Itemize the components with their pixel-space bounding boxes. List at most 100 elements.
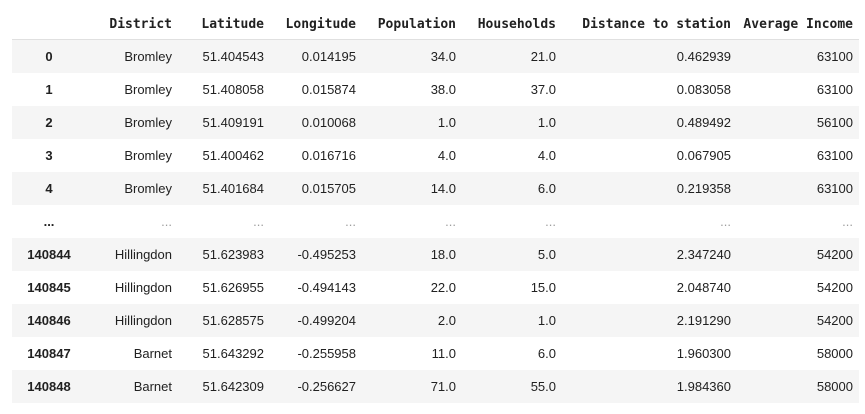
row-index: 140846 [27, 312, 71, 328]
row-index: 140847 [27, 345, 71, 361]
row-index: 140845 [27, 279, 71, 295]
cell-distance-to-station: ... [720, 213, 731, 229]
cell-households: 6.0 [537, 345, 556, 361]
cell-latitude: 51.628575 [202, 312, 264, 328]
cell-distance-to-station: 0.083058 [676, 81, 731, 97]
cell-households: 55.0 [530, 378, 556, 394]
cell-average-income: ... [842, 213, 853, 229]
column-header-distance-to-station: Distance to station [562, 9, 737, 40]
cell-district: Bromley [124, 147, 172, 163]
cell-latitude: 51.408058 [202, 81, 264, 97]
dataframe-output: District Latitude Longitude Population H… [12, 9, 859, 403]
cell-longitude: -0.255958 [297, 345, 356, 361]
cell-population: 18.0 [430, 246, 456, 262]
cell-households: 21.0 [530, 48, 556, 64]
cell-population: 4.0 [437, 147, 456, 163]
cell-latitude: 51.623983 [202, 246, 264, 262]
cell-population: 2.0 [437, 312, 456, 328]
cell-average-income: 54200 [816, 312, 853, 328]
cell-households: ... [545, 213, 556, 229]
cell-longitude: 0.010068 [301, 114, 356, 130]
cell-population: 14.0 [430, 180, 456, 196]
cell-district: Barnet [133, 378, 172, 394]
cell-distance-to-station: 2.347240 [676, 246, 731, 262]
cell-district: Bromley [124, 180, 172, 196]
cell-population: 11.0 [431, 345, 456, 361]
cell-latitude: 51.626955 [202, 279, 264, 295]
cell-households: 37.0 [530, 81, 556, 97]
cell-households: 6.0 [537, 180, 556, 196]
cell-longitude: -0.494143 [297, 279, 356, 295]
table-row: 0 Bromley 51.404543 0.014195 34.0 21.0 0.46293… [12, 39, 859, 73]
column-header-district: District [86, 9, 178, 40]
cell-average-income: 54200 [816, 279, 853, 295]
table-row: 140847 Barnet 51.643292 -0.255958 11.0 6.0 1.9… [12, 336, 859, 370]
cell-distance-to-station: 1.960300 [676, 345, 731, 361]
cell-distance-to-station: 2.048740 [676, 279, 731, 295]
table-body: 0 Bromley 51.404543 0.014195 34.0 21.0 0.46293… [12, 39, 859, 403]
row-index: 140844 [27, 246, 71, 262]
index-column-header [12, 9, 86, 40]
cell-district: Bromley [124, 114, 172, 130]
cell-longitude: 0.015705 [301, 180, 356, 196]
cell-population: 1.0 [437, 114, 456, 130]
cell-latitude: 51.404543 [202, 48, 264, 64]
cell-average-income: 58000 [816, 345, 853, 361]
table-row: 140845 Hillingdon 51.626955 -0.494143 22.0 15… [12, 270, 859, 304]
cell-district: Hillingdon [114, 312, 172, 328]
cell-distance-to-station: 1.984360 [676, 378, 731, 394]
row-index: 0 [45, 48, 53, 64]
table-row: 140846 Hillingdon 51.628575 -0.499204 2.0 1.0… [12, 303, 859, 337]
cell-longitude: -0.499204 [297, 312, 356, 328]
table-row: 140848 Barnet 51.642309 -0.256627 71.0 55.0 1.… [12, 369, 859, 403]
cell-latitude: 51.401684 [202, 180, 264, 196]
cell-average-income: 56100 [816, 114, 853, 130]
cell-latitude: 51.643292 [202, 345, 264, 361]
column-header-longitude: Longitude [270, 9, 362, 40]
table-header: District Latitude Longitude Population H… [12, 9, 859, 40]
cell-longitude: 0.015874 [301, 81, 356, 97]
cell-population: ... [445, 213, 456, 229]
cell-average-income: 63100 [816, 147, 853, 163]
table-row: ........................ [12, 204, 859, 238]
cell-average-income: 58000 [816, 378, 853, 394]
cell-average-income: 63100 [816, 180, 853, 196]
row-index: 2 [45, 114, 53, 130]
cell-average-income: 63100 [816, 48, 853, 64]
cell-distance-to-station: 0.219358 [676, 180, 731, 196]
cell-district: Barnet [133, 345, 172, 361]
cell-households: 5.0 [537, 246, 556, 262]
cell-households: 4.0 [537, 147, 556, 163]
table-row: 1 Bromley 51.408058 0.015874 38.0 37.0 0.08305… [12, 72, 859, 106]
cell-households: 15.0 [530, 279, 556, 295]
row-index: 3 [45, 147, 53, 163]
cell-average-income: 63100 [816, 81, 853, 97]
cell-distance-to-station: 0.067905 [676, 147, 731, 163]
cell-latitude: ... [253, 213, 264, 229]
column-header-households: Households [462, 9, 562, 40]
cell-distance-to-station: 2.191290 [676, 312, 731, 328]
cell-households: 1.0 [537, 312, 556, 328]
cell-district: Hillingdon [114, 246, 172, 262]
cell-latitude: 51.642309 [202, 378, 264, 394]
cell-distance-to-station: 0.462939 [676, 48, 731, 64]
column-header-average-income: Average Income [737, 9, 859, 40]
cell-longitude: 0.014195 [301, 48, 356, 64]
header-row: District Latitude Longitude Population H… [12, 9, 859, 40]
cell-district: ... [161, 213, 172, 229]
cell-average-income: 54200 [816, 246, 853, 262]
table-row: 4 Bromley 51.401684 0.015705 14.0 6.0 0.219358… [12, 171, 859, 205]
cell-latitude: 51.409191 [202, 114, 264, 130]
column-header-population: Population [362, 9, 462, 40]
table-row: 140844 Hillingdon 51.623983 -0.495253 18.0 5.… [12, 237, 859, 271]
cell-distance-to-station: 0.489492 [676, 114, 731, 130]
cell-population: 38.0 [430, 81, 456, 97]
cell-district: Bromley [124, 48, 172, 64]
cell-district: Bromley [124, 81, 172, 97]
cell-district: Hillingdon [114, 279, 172, 295]
cell-longitude: ... [345, 213, 356, 229]
table-row: 2 Bromley 51.409191 0.010068 1.0 1.0 0.489492 5… [12, 105, 859, 139]
row-index: 1 [45, 81, 53, 97]
cell-population: 22.0 [430, 279, 456, 295]
column-header-latitude: Latitude [178, 9, 270, 40]
